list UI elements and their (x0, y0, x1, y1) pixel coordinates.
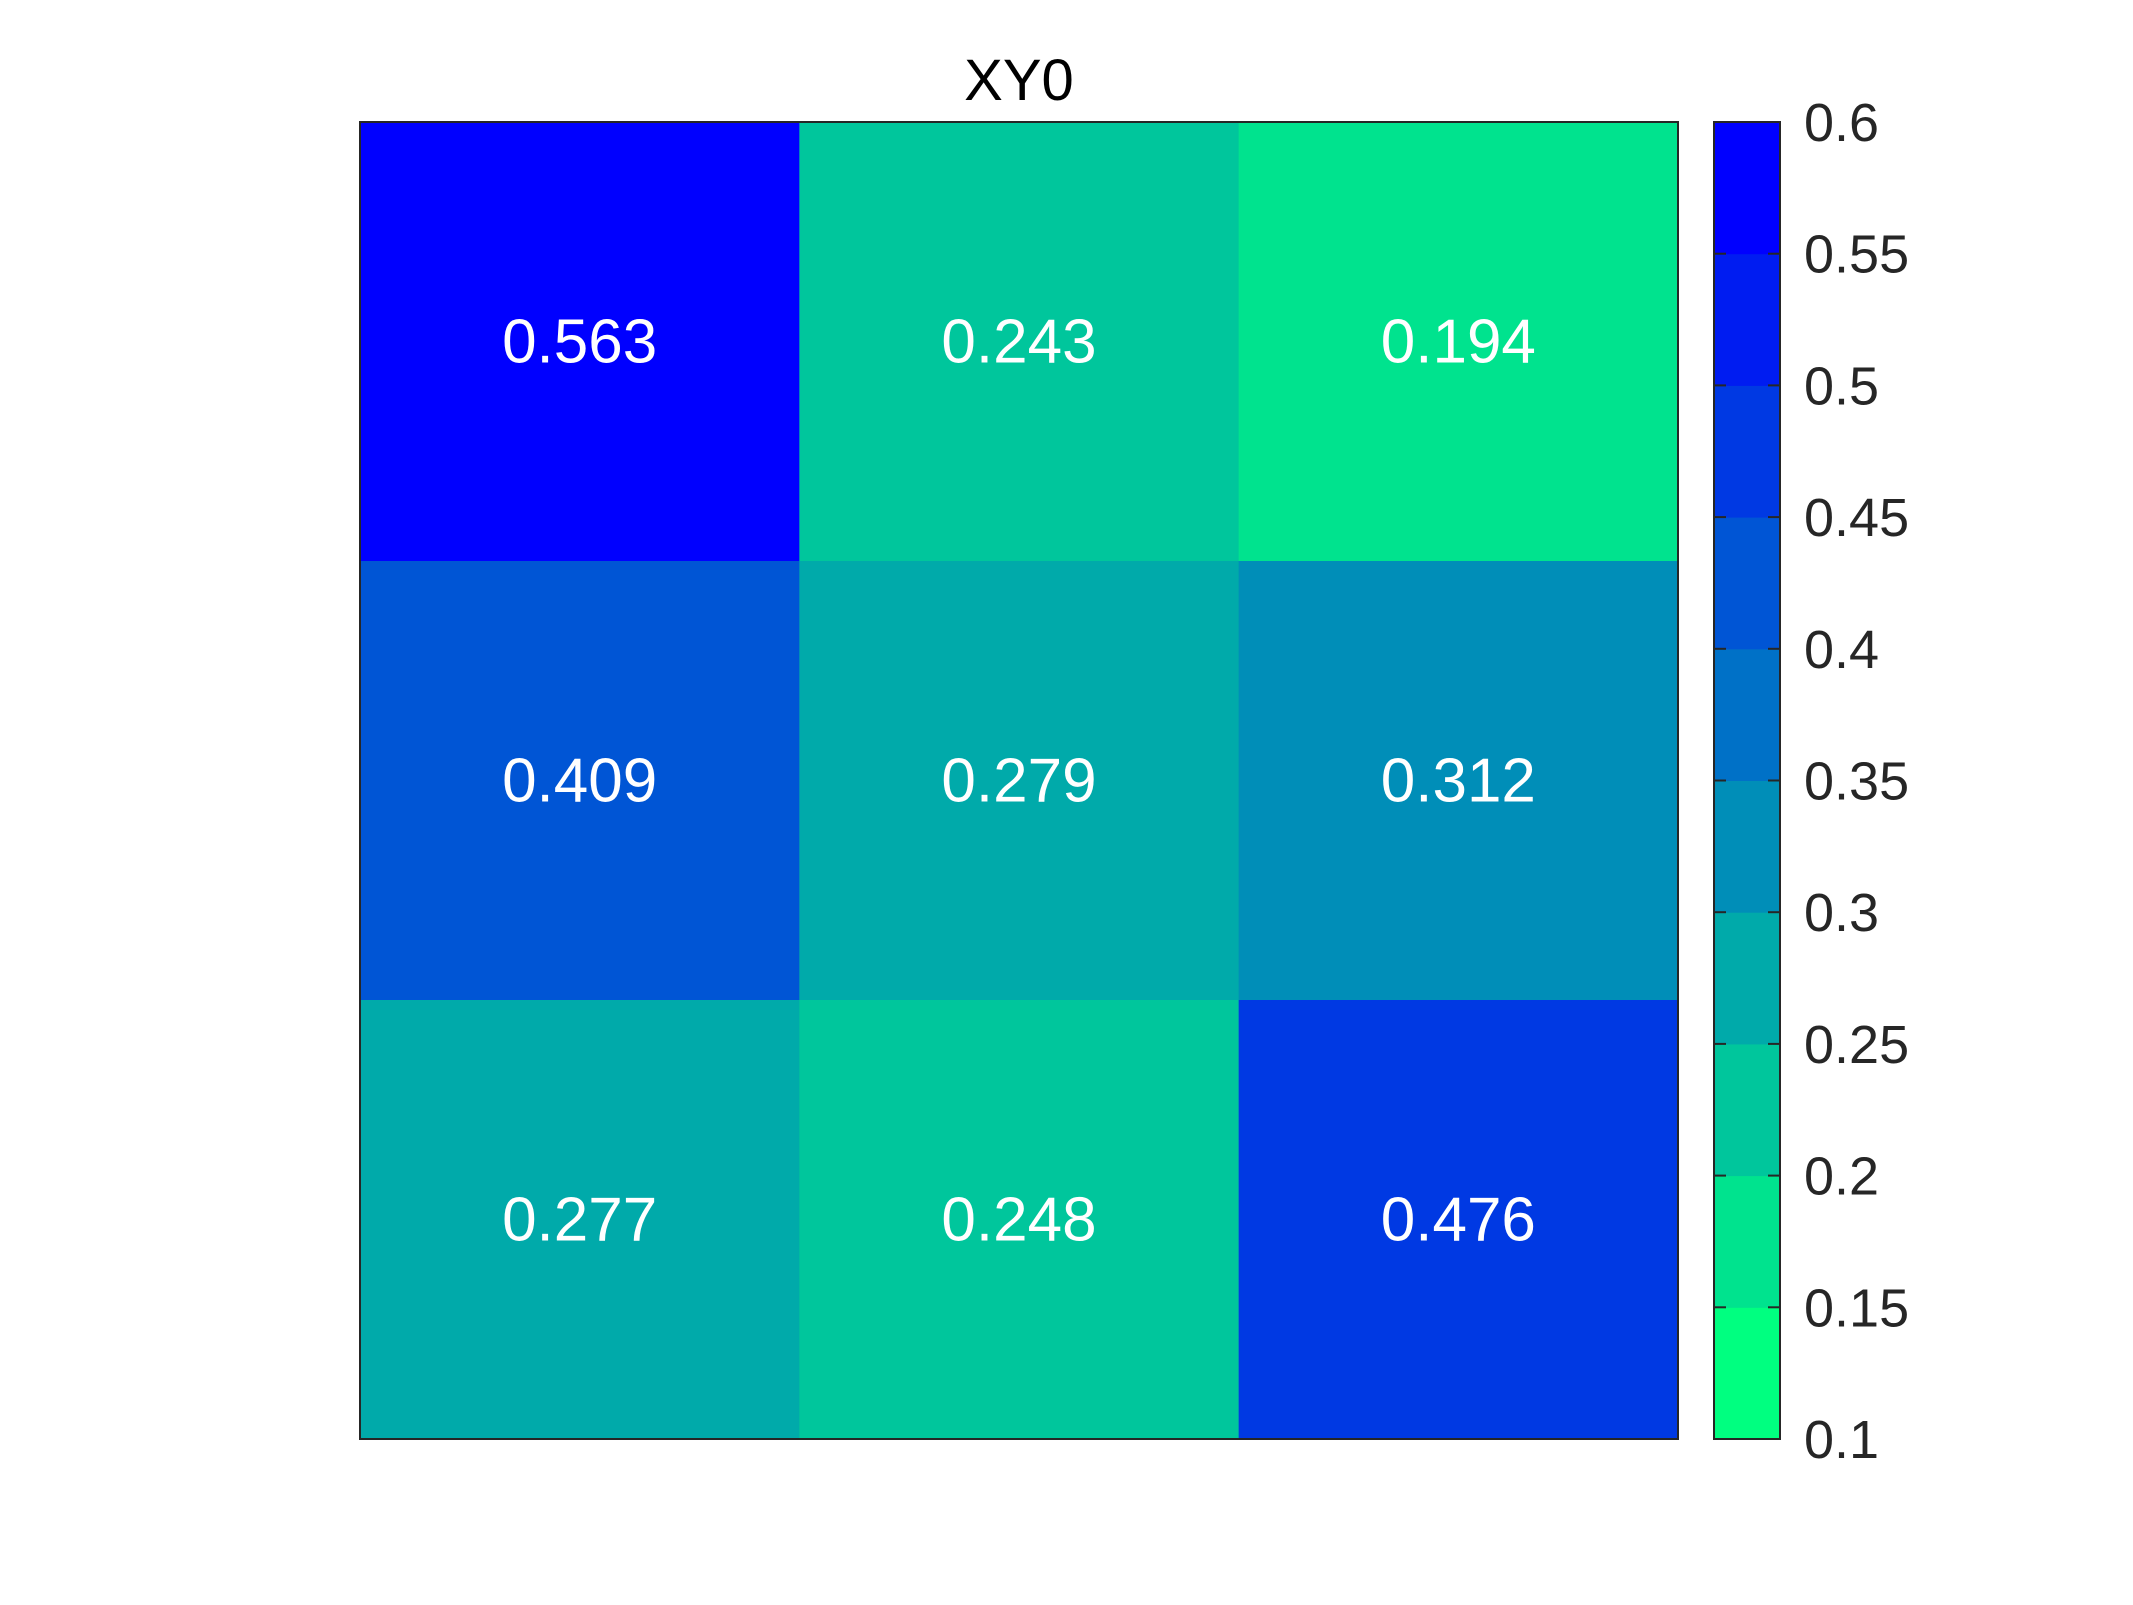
cell-label-r1-c1: 0.563 (502, 308, 657, 377)
colorbar-band-5 (1714, 780, 1780, 913)
colorbar-ticks: 0.1 0.15 0.2 0.25 0.3 0.35 0.4 0.45 0.5 0.55 0.6 (1714, 93, 1909, 1470)
heatmap-cell-r1-c2 (799, 122, 1240, 562)
colorbar-band-2 (1714, 1175, 1780, 1308)
colorbar (1713, 121, 1781, 1440)
colorbar-band-6 (1714, 648, 1780, 781)
cell-label-r3-c2: 0.248 (941, 1186, 1096, 1255)
colorbar-tick-label-1: 0.1 (1804, 1410, 1879, 1470)
colorbar-band-7 (1714, 517, 1780, 650)
colorbar-band-10 (1714, 122, 1780, 255)
heatmap-cell-r2-c3 (1238, 561, 1679, 1001)
cell-label-r1-c3: 0.194 (1381, 308, 1536, 377)
colorbar-tick-label-11: 0.6 (1804, 93, 1879, 153)
colorbar-tick-label-9: 0.5 (1804, 356, 1879, 416)
cell-label-r1-c2: 0.243 (941, 308, 1096, 377)
colorbar-band-9 (1714, 253, 1780, 386)
heatmap-cell-r3-c1 (360, 1000, 800, 1440)
cell-label-r2-c3: 0.312 (1381, 747, 1536, 816)
heatmap-cell-r3-c2 (799, 1000, 1240, 1440)
colorbar-tick-label-7: 0.4 (1804, 620, 1879, 680)
colorbar-tick-label-8: 0.45 (1804, 488, 1909, 548)
heatmap-cell-r1-c3 (1238, 122, 1679, 562)
colorbar-tick-label-10: 0.55 (1804, 225, 1909, 285)
colorbar-tick-label-5: 0.3 (1804, 883, 1879, 943)
heatmap-cell-r3-c3 (1238, 1000, 1679, 1440)
chart-title: XY0 (964, 48, 1074, 113)
colorbar-band-8 (1714, 385, 1780, 518)
colorbar-tick-label-3: 0.2 (1804, 1147, 1879, 1207)
cell-label-r3-c1: 0.277 (502, 1186, 657, 1255)
plot-frame (359, 121, 1679, 1440)
cell-label-r2-c1: 0.409 (502, 747, 657, 816)
colorbar-tick-label-6: 0.35 (1804, 752, 1909, 812)
colorbar-tick-label-4: 0.25 (1804, 1015, 1909, 1075)
colorbar-tick-label-2: 0.15 (1804, 1278, 1909, 1338)
heatmap-cells: 0.563 0.243 0.194 0.409 0.279 0.312 0.277 0.248… (360, 122, 1679, 1440)
colorbar-band-4 (1714, 912, 1780, 1045)
colorbar-band-1 (1714, 1307, 1780, 1440)
colorbar-band-3 (1714, 1043, 1780, 1177)
heatmap-cell-r2-c2 (799, 561, 1240, 1001)
cell-label-r2-c2: 0.279 (941, 747, 1096, 816)
heatmap-cell-r1-c1 (360, 122, 800, 562)
cell-label-r3-c3: 0.476 (1381, 1186, 1536, 1255)
heatmap-cell-r2-c1 (360, 561, 800, 1001)
